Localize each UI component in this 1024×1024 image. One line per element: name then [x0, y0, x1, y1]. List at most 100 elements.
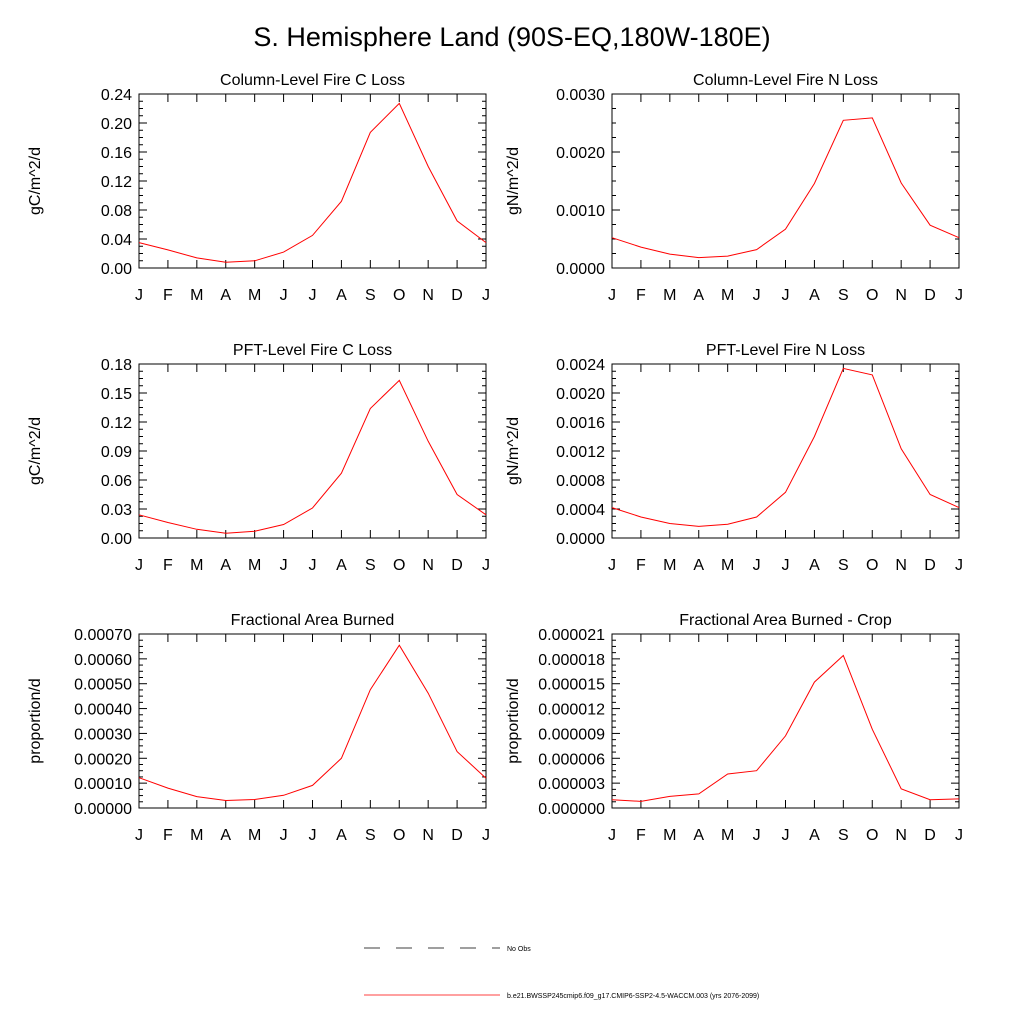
y-axis-label: gN/m^2/d — [505, 147, 522, 215]
y-tick-label: 0.03 — [101, 502, 132, 519]
chart-title: Fractional Area Burned — [231, 612, 395, 629]
x-tick-label: J — [782, 827, 790, 844]
y-axis-label: proportion/d — [505, 678, 522, 763]
x-tick-label: J — [608, 287, 616, 304]
plot-frame — [138, 633, 487, 809]
y-tick-label: 0.00030 — [74, 726, 132, 743]
y-tick-label: 0.00000 — [74, 801, 132, 818]
x-tick-label: N — [895, 287, 907, 304]
y-tick-label: 0.0020 — [556, 145, 605, 162]
y-tick-label: 0.00040 — [74, 702, 132, 719]
x-tick-label: A — [336, 557, 347, 574]
x-tick-label: M — [248, 827, 261, 844]
legend-obs-label: No Obs — [507, 946, 531, 953]
x-tick-label: J — [482, 557, 490, 574]
plot-frame — [611, 93, 960, 269]
series-line — [138, 644, 487, 802]
x-tick-label: M — [190, 827, 203, 844]
series-line — [611, 117, 960, 259]
chart-title: PFT-Level Fire C Loss — [233, 342, 392, 359]
x-tick-label: J — [753, 827, 761, 844]
x-tick-label: D — [451, 287, 463, 304]
y-tick-label: 0.000012 — [538, 702, 605, 719]
x-tick-label: A — [809, 557, 820, 574]
y-tick-label: 0.0000 — [556, 261, 605, 278]
y-tick-label: 0.24 — [101, 87, 132, 104]
y-tick-label: 0.0030 — [556, 87, 605, 104]
x-tick-label: F — [163, 287, 173, 304]
x-tick-label: M — [190, 557, 203, 574]
x-tick-label: N — [895, 557, 907, 574]
legend-model-label: b.e21.BWSSP245cmip6.f09_g17.CMIP6-SSP2-4… — [507, 993, 759, 1000]
x-tick-label: S — [838, 287, 849, 304]
x-tick-label: J — [309, 287, 317, 304]
y-tick-label: 0.0010 — [556, 203, 605, 220]
x-tick-label: F — [636, 287, 646, 304]
legend: No Obs b.e21.BWSSP245cmip6.f09_g17.CMIP6-… — [364, 946, 759, 1000]
y-axis-label: gC/m^2/d — [27, 417, 44, 485]
x-tick-label: O — [866, 557, 878, 574]
y-tick-label: 0.0024 — [556, 357, 605, 374]
y-tick-label: 0.0004 — [556, 502, 605, 519]
x-tick-label: A — [809, 287, 820, 304]
y-tick-label: 0.000015 — [538, 677, 605, 694]
y-tick-label: 0.000003 — [538, 776, 605, 793]
x-tick-label: O — [866, 287, 878, 304]
y-tick-label: 0.00010 — [74, 776, 132, 793]
x-tick-label: J — [753, 557, 761, 574]
y-tick-label: 0.0012 — [556, 444, 605, 461]
y-axis-label: proportion/d — [27, 678, 44, 763]
x-tick-label: J — [955, 287, 963, 304]
x-tick-label: S — [365, 557, 376, 574]
x-tick-label: A — [809, 827, 820, 844]
x-tick-label: F — [636, 557, 646, 574]
x-tick-label: N — [422, 827, 434, 844]
x-tick-label: N — [422, 287, 434, 304]
x-tick-label: M — [248, 557, 261, 574]
x-tick-label: J — [782, 557, 790, 574]
x-tick-label: J — [135, 287, 143, 304]
x-tick-label: S — [838, 827, 849, 844]
x-tick-label: M — [721, 827, 734, 844]
x-tick-label: A — [693, 557, 704, 574]
y-tick-label: 0.12 — [101, 415, 132, 432]
y-tick-label: 0.000018 — [538, 652, 605, 669]
x-tick-label: N — [895, 827, 907, 844]
x-tick-label: D — [924, 557, 936, 574]
x-tick-label: J — [309, 557, 317, 574]
y-tick-label: 0.00060 — [74, 652, 132, 669]
x-tick-label: S — [365, 287, 376, 304]
x-tick-label: J — [608, 557, 616, 574]
x-tick-label: J — [753, 287, 761, 304]
chart-title: PFT-Level Fire N Loss — [706, 342, 865, 359]
x-tick-label: J — [482, 287, 490, 304]
x-tick-label: O — [866, 827, 878, 844]
y-tick-label: 0.15 — [101, 386, 132, 403]
x-tick-label: J — [280, 557, 288, 574]
y-tick-label: 0.0020 — [556, 386, 605, 403]
x-tick-label: O — [393, 827, 405, 844]
chart-title: Fractional Area Burned - Crop — [679, 612, 892, 629]
y-tick-label: 0.06 — [101, 473, 132, 490]
y-tick-label: 0.0008 — [556, 473, 605, 490]
series-line — [138, 102, 487, 263]
y-tick-label: 0.04 — [101, 232, 132, 249]
x-tick-label: J — [280, 827, 288, 844]
series-line — [611, 367, 960, 527]
y-tick-label: 0.00070 — [74, 627, 132, 644]
x-tick-label: J — [280, 287, 288, 304]
x-tick-label: A — [220, 287, 231, 304]
x-tick-label: D — [924, 287, 936, 304]
plot-frame — [611, 363, 960, 539]
x-tick-label: M — [663, 827, 676, 844]
y-axis-label: gC/m^2/d — [27, 147, 44, 215]
y-tick-label: 0.09 — [101, 444, 132, 461]
y-axis-label: gN/m^2/d — [505, 417, 522, 485]
y-tick-label: 0.00 — [101, 531, 132, 548]
